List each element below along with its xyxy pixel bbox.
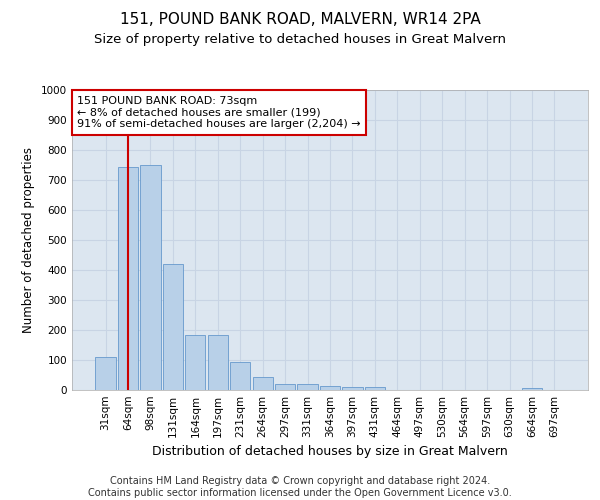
Bar [365,387,385,390]
Y-axis label: Number of detached properties: Number of detached properties [22,147,35,333]
X-axis label: Distribution of detached houses by size in Great Malvern: Distribution of detached houses by size … [152,446,508,458]
Bar [275,384,295,390]
Bar [522,388,542,390]
Bar [140,165,161,390]
Text: Contains HM Land Registry data © Crown copyright and database right 2024.
Contai: Contains HM Land Registry data © Crown c… [88,476,512,498]
Bar [95,357,116,390]
Bar [185,334,205,390]
Text: 151, POUND BANK ROAD, MALVERN, WR14 2PA: 151, POUND BANK ROAD, MALVERN, WR14 2PA [119,12,481,28]
Bar [343,387,362,390]
Bar [320,386,340,390]
Bar [298,384,317,390]
Bar [163,264,183,390]
Bar [208,334,228,390]
Text: 151 POUND BANK ROAD: 73sqm
← 8% of detached houses are smaller (199)
91% of semi: 151 POUND BANK ROAD: 73sqm ← 8% of detac… [77,96,361,129]
Text: Size of property relative to detached houses in Great Malvern: Size of property relative to detached ho… [94,32,506,46]
Bar [253,378,273,390]
Bar [230,362,250,390]
Bar [118,166,138,390]
